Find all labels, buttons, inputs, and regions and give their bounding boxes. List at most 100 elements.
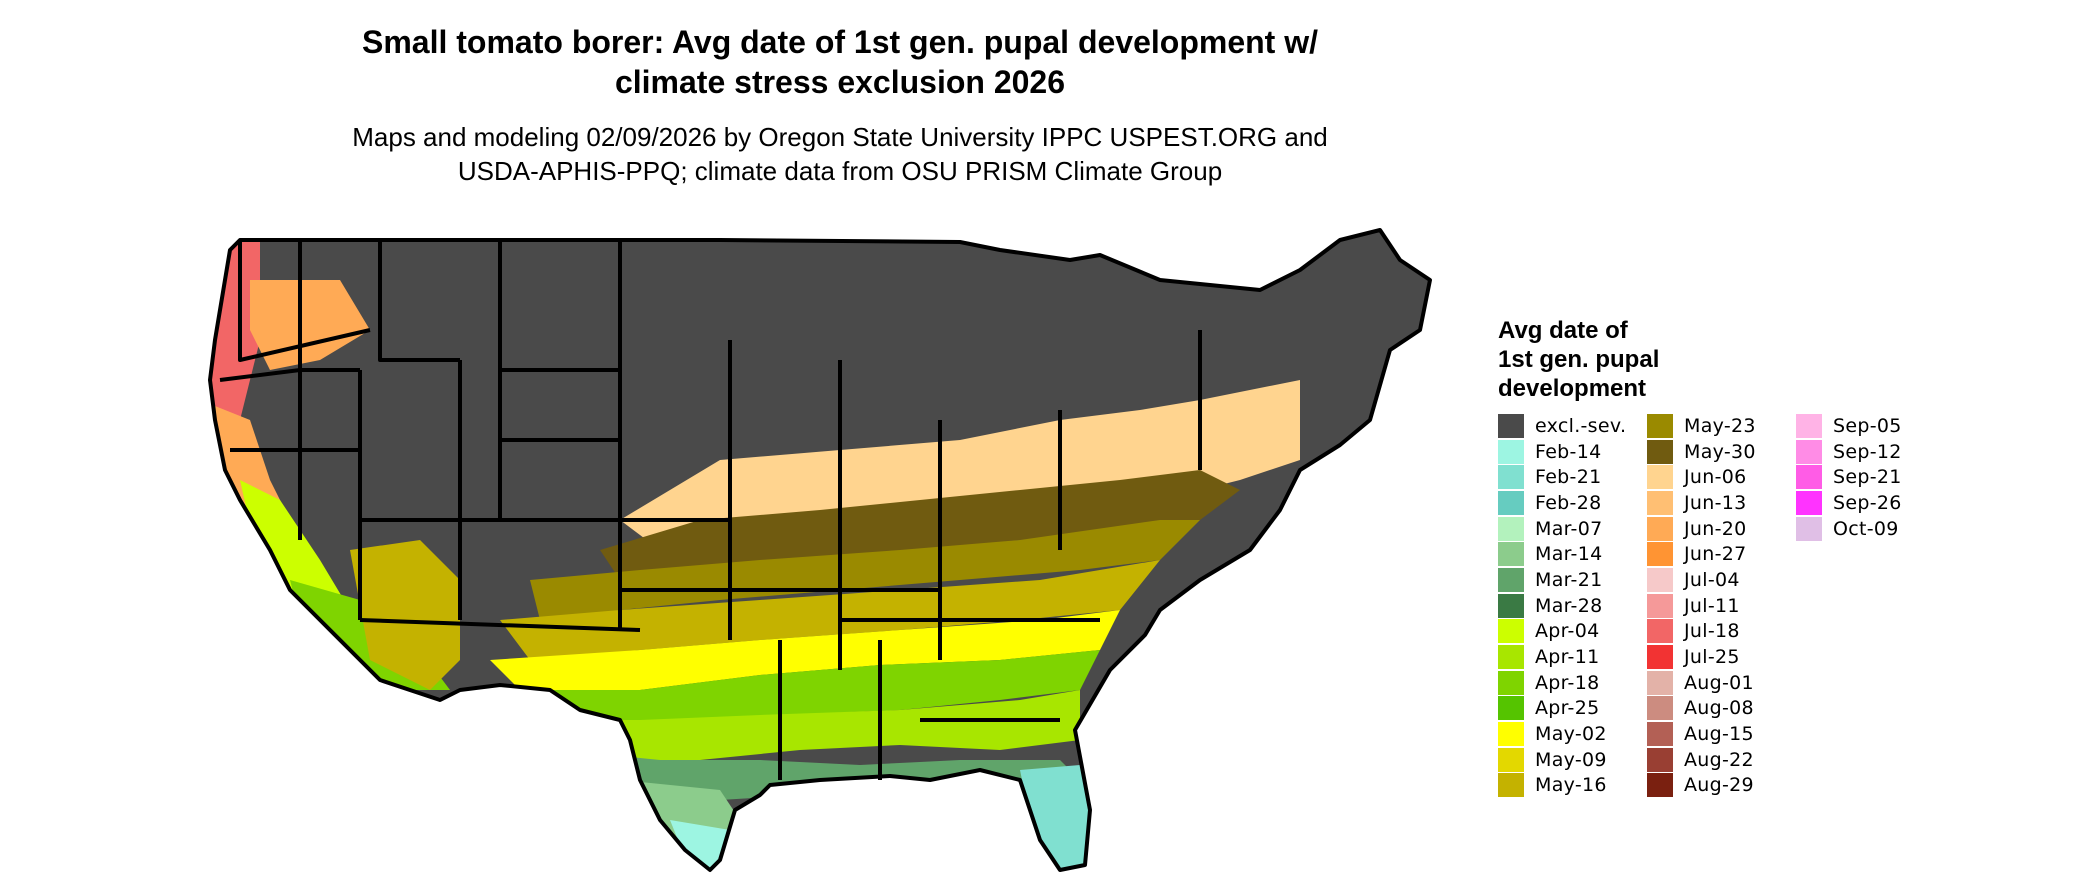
legend-column: May-23 May-30 Jun-06 Jun-13 Jun-20 Jun-27 Jul-… (1647, 413, 1778, 798)
border-oregon (219, 368, 360, 382)
legend-label: Mar-14 (1535, 543, 1603, 566)
legend-item: Sep-05 (1796, 413, 1927, 439)
legend-label: May-09 (1535, 748, 1607, 771)
legend-swatch (1647, 542, 1673, 567)
legend-item: Aug-22 (1647, 747, 1778, 773)
legend-swatch (1498, 542, 1524, 567)
legend-label: Jun-27 (1684, 543, 1747, 566)
legend-swatch (1796, 439, 1822, 464)
legend-label: excl.-sev. (1535, 414, 1627, 437)
legend-label: Mar-28 (1535, 594, 1603, 617)
legend-item: Apr-04 (1498, 619, 1629, 645)
legend-swatch (1647, 619, 1673, 644)
map-title-line-2: climate stress exclusion 2026 (614, 64, 1066, 100)
legend-item: Mar-14 (1498, 541, 1629, 567)
legend-item: Oct-09 (1796, 516, 1927, 542)
legend-item: May-02 (1498, 721, 1629, 747)
legend-item: Aug-29 (1647, 773, 1778, 799)
legend-swatch (1647, 413, 1673, 438)
region-yellow (490, 610, 1120, 690)
legend-swatch (1647, 696, 1673, 721)
region-mustard (500, 560, 1160, 660)
legend-swatch (1647, 439, 1673, 464)
legend-swatch (1796, 465, 1822, 490)
legend-item: Jul-25 (1647, 644, 1778, 670)
legend-swatch (1796, 516, 1822, 541)
legend-item: Jul-04 (1647, 567, 1778, 593)
legend-label: Feb-14 (1535, 440, 1602, 463)
legend-column: Sep-05 Sep-12 Sep-21 Sep-26 Oct-09 (1796, 413, 1927, 798)
legend-swatch (1647, 670, 1673, 695)
legend-item: Mar-28 (1498, 593, 1629, 619)
legend-columns: excl.-sev. Feb-14 Feb-21 Feb-28 Mar-07 Mar-14… (1498, 413, 1927, 798)
legend-label: Aug-08 (1684, 697, 1754, 720)
legend-item: Jun-06 (1647, 464, 1778, 490)
legend-item: Jun-20 (1647, 516, 1778, 542)
legend-swatch (1498, 439, 1524, 464)
legend-title-line: Avg date of (1498, 317, 1628, 344)
legend-swatch (1498, 490, 1524, 515)
legend-label: Oct-09 (1833, 517, 1899, 540)
region-nw-interior (250, 280, 370, 370)
legend-item: Aug-08 (1647, 696, 1778, 722)
legend-swatch (1647, 773, 1673, 798)
state-borders (208, 228, 1432, 872)
legend-item: Jul-11 (1647, 593, 1778, 619)
legend-label: Jul-25 (1684, 646, 1740, 669)
legend-label: Aug-29 (1684, 774, 1754, 797)
legend-title-line: development (1498, 375, 1647, 402)
legend-label: Sep-12 (1833, 440, 1902, 463)
legend-label: Jun-13 (1684, 491, 1747, 514)
legend-label: Feb-21 (1535, 466, 1602, 489)
legend-swatch (1498, 413, 1524, 438)
map-subtitle-line-1: Maps and modeling 02/09/2026 by Oregon S… (352, 122, 1328, 152)
legend-label: Jun-20 (1684, 517, 1747, 540)
legend-item: Jul-18 (1647, 619, 1778, 645)
legend-item: May-16 (1498, 773, 1629, 799)
legend-item: Aug-01 (1647, 670, 1778, 696)
legend-label: Jun-06 (1684, 466, 1747, 489)
legend: Avg date of 1st gen. pupal development e… (1498, 316, 1927, 798)
legend-swatch (1647, 465, 1673, 490)
legend-swatch (1647, 593, 1673, 618)
legend-swatch (1498, 645, 1524, 670)
legend-item: Sep-12 (1796, 439, 1927, 465)
legend-swatch (1498, 465, 1524, 490)
legend-label: Feb-28 (1535, 491, 1602, 514)
legend-label: Jul-04 (1684, 568, 1740, 591)
map-color-regions (210, 230, 1430, 870)
legend-item: Feb-14 (1498, 439, 1629, 465)
map-subtitle: Maps and modeling 02/09/2026 by Oregon S… (250, 120, 1430, 188)
legend-item: excl.-sev. (1498, 413, 1629, 439)
legend-item: Apr-11 (1498, 644, 1629, 670)
legend-item: Apr-18 (1498, 670, 1629, 696)
legend-column: excl.-sev. Feb-14 Feb-21 Feb-28 Mar-07 Mar-14… (1498, 413, 1629, 798)
legend-item: Sep-26 (1796, 490, 1927, 516)
legend-swatch (1498, 773, 1524, 798)
legend-item: Mar-07 (1498, 516, 1629, 542)
legend-item: Jun-27 (1647, 541, 1778, 567)
legend-title-line: 1st gen. pupal (1498, 346, 1660, 373)
legend-item: Aug-15 (1647, 721, 1778, 747)
legend-item: May-30 (1647, 439, 1778, 465)
legend-label: May-16 (1535, 774, 1607, 797)
legend-item: Jun-13 (1647, 490, 1778, 516)
legend-label: Sep-26 (1833, 491, 1902, 514)
legend-swatch (1796, 413, 1822, 438)
legend-label: Jul-18 (1684, 620, 1740, 643)
legend-label: Aug-22 (1684, 748, 1754, 771)
legend-swatch (1796, 490, 1822, 515)
legend-label: Apr-11 (1535, 646, 1600, 669)
legend-label: Jul-11 (1684, 594, 1740, 617)
legend-swatch (1647, 490, 1673, 515)
us-map (208, 228, 1432, 872)
legend-item: May-23 (1647, 413, 1778, 439)
legend-label: May-30 (1684, 440, 1756, 463)
legend-swatch (1647, 747, 1673, 772)
legend-item: Mar-21 (1498, 567, 1629, 593)
border-washington (238, 240, 371, 362)
legend-label: May-23 (1684, 414, 1756, 437)
legend-title: Avg date of 1st gen. pupal development (1498, 316, 1927, 403)
region-arizona (350, 540, 460, 690)
region-green-belt (480, 650, 1100, 730)
